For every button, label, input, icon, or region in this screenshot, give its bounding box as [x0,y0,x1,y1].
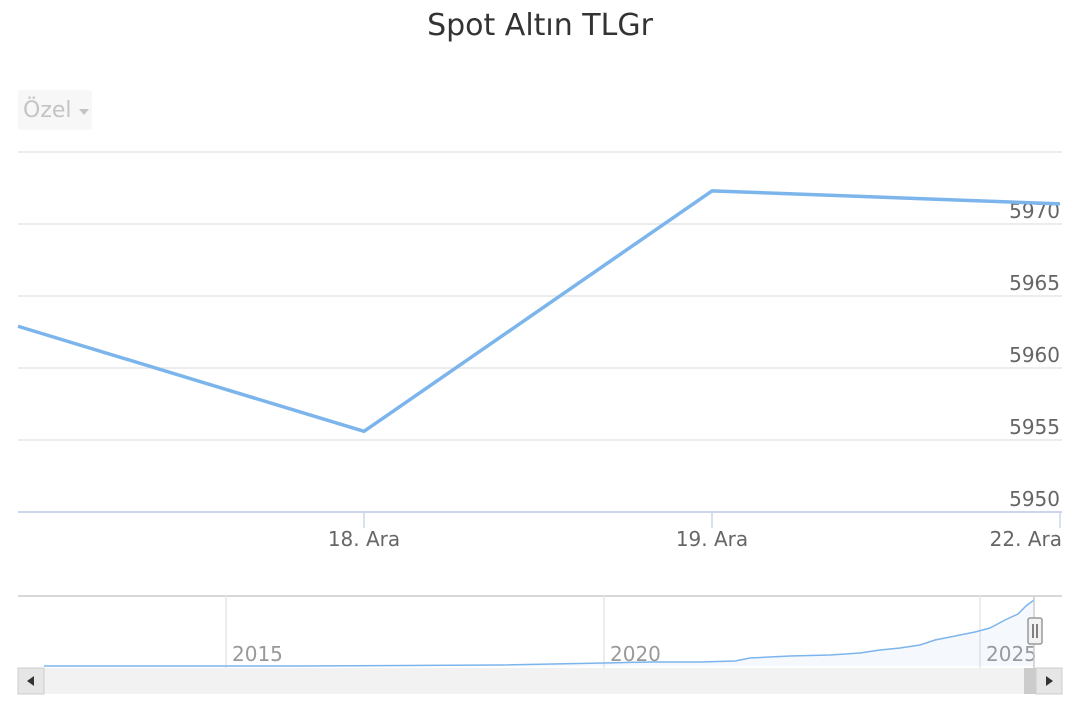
navigator[interactable]: 2015 2020 2025 [18,595,1062,668]
navigator-series-line [44,599,1035,667]
y-tick-label: 5955 [1009,415,1060,439]
x-tick-label: 22. Ara [990,527,1062,551]
arrow-left-icon [27,676,34,686]
navigator-year-label: 2015 [232,642,283,666]
x-tick-label: 18. Ara [328,527,400,551]
navigator-year-label: 2025 [986,642,1037,666]
scrollbar-thumb[interactable] [1024,668,1036,694]
x-tick-label: 19. Ara [676,527,748,551]
x-axis: 18. Ara 19. Ara 22. Ara [328,512,1062,551]
scrollbar[interactable] [17,667,1063,695]
chevron-down-icon [78,109,89,115]
series-line [17,189,1061,434]
y-tick-label: 5960 [1009,343,1060,367]
grid-lines [18,151,1062,513]
navigator-area [44,600,1034,666]
range-selector-dropdown[interactable]: Özel [18,90,92,130]
arrow-right-icon [1046,676,1053,686]
navigator-handle[interactable] [1027,617,1043,645]
y-tick-label: 5950 [1009,487,1060,511]
range-selector-label: Özel [23,97,72,123]
chart-title: Spot Altın TLGr [427,8,653,43]
y-tick-label: 5965 [1009,271,1060,295]
scrollbar-track [18,668,1062,694]
series-layer [17,189,1061,434]
